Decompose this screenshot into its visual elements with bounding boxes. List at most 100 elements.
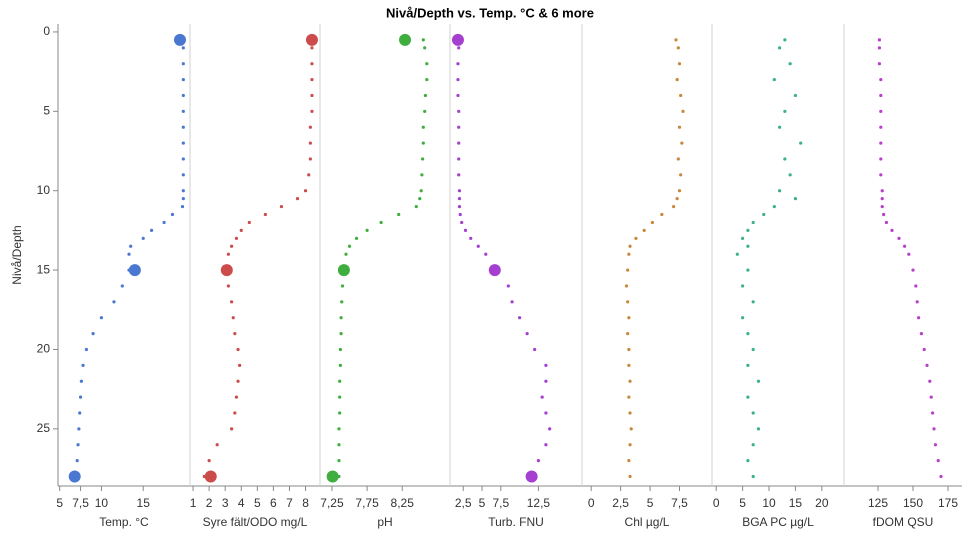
point xyxy=(308,141,312,145)
point xyxy=(751,347,755,352)
x-tick-label: 4 xyxy=(238,496,245,510)
point xyxy=(679,93,683,98)
point xyxy=(91,331,95,336)
x-axis-label: Syre fält/ODO mg/L xyxy=(203,515,308,529)
point xyxy=(423,46,427,50)
point xyxy=(877,38,882,42)
x-tick-label: 5 xyxy=(56,496,63,510)
point xyxy=(746,458,750,463)
point xyxy=(628,244,632,248)
x-tick-label: 7,5 xyxy=(671,496,688,510)
point xyxy=(788,62,792,66)
point xyxy=(78,411,82,415)
point xyxy=(919,331,924,336)
point xyxy=(239,228,243,232)
highlight-point xyxy=(337,264,350,277)
point xyxy=(233,331,237,336)
point xyxy=(419,189,423,193)
point xyxy=(310,93,314,98)
point xyxy=(414,204,418,209)
point xyxy=(772,204,776,209)
point xyxy=(457,141,461,145)
point xyxy=(676,157,680,161)
point xyxy=(751,300,755,304)
point xyxy=(626,268,630,272)
point xyxy=(234,395,239,399)
x-tick-label: 6 xyxy=(270,496,277,510)
point xyxy=(783,38,787,42)
point xyxy=(735,252,739,256)
point xyxy=(627,458,631,463)
point xyxy=(650,220,655,225)
point xyxy=(425,62,429,66)
point xyxy=(525,331,529,336)
point xyxy=(181,77,185,82)
point xyxy=(884,220,889,225)
point xyxy=(457,157,461,161)
point xyxy=(897,236,901,240)
point xyxy=(741,284,745,288)
point xyxy=(181,46,185,50)
point xyxy=(751,474,755,479)
point xyxy=(457,197,462,201)
point xyxy=(680,141,684,145)
point xyxy=(181,62,185,66)
point xyxy=(914,284,918,288)
point xyxy=(772,77,776,82)
x-tick-label: 1 xyxy=(190,496,197,510)
point xyxy=(307,173,311,177)
point xyxy=(677,125,682,129)
y-tick-label: 0 xyxy=(43,24,50,38)
point xyxy=(77,427,81,431)
point xyxy=(456,77,460,82)
point xyxy=(877,46,882,50)
point xyxy=(626,300,630,304)
point xyxy=(469,236,473,240)
point xyxy=(181,125,185,129)
point xyxy=(129,244,133,248)
point xyxy=(751,443,755,447)
point xyxy=(420,173,424,177)
point xyxy=(347,244,352,248)
point xyxy=(337,427,341,431)
point xyxy=(879,173,883,177)
x-tick-label: 7,5 xyxy=(492,496,509,510)
highlight-point xyxy=(451,33,464,46)
point xyxy=(79,379,83,383)
point xyxy=(181,173,185,177)
point xyxy=(544,411,548,415)
x-tick-label: 175 xyxy=(938,496,958,510)
x-tick-label: 5 xyxy=(647,496,654,510)
point xyxy=(181,197,185,201)
point xyxy=(181,93,185,98)
point xyxy=(925,363,929,367)
point xyxy=(777,125,782,129)
point xyxy=(674,38,678,42)
x-tick-label: 7 xyxy=(286,496,293,510)
point xyxy=(627,252,631,256)
x-tick-label: 0 xyxy=(588,496,595,510)
point xyxy=(236,347,240,352)
point xyxy=(308,125,312,129)
point xyxy=(463,228,468,232)
point xyxy=(628,411,632,415)
point xyxy=(423,109,427,113)
point xyxy=(627,363,631,367)
x-tick-label: 12,5 xyxy=(527,496,551,510)
point xyxy=(162,220,166,225)
point xyxy=(880,197,884,201)
x-tick-label: 3 xyxy=(222,496,229,510)
x-axis-label: BGA PC µg/L xyxy=(742,515,814,529)
x-tick-label: 2,5 xyxy=(612,496,629,510)
point xyxy=(141,236,145,240)
point xyxy=(882,212,886,217)
highlight-point xyxy=(399,33,412,46)
point xyxy=(337,443,341,447)
highlight-point xyxy=(220,264,233,277)
point xyxy=(458,212,462,217)
point xyxy=(741,236,745,240)
point xyxy=(457,109,461,113)
point xyxy=(746,268,750,272)
point xyxy=(675,197,679,201)
point xyxy=(544,443,548,447)
